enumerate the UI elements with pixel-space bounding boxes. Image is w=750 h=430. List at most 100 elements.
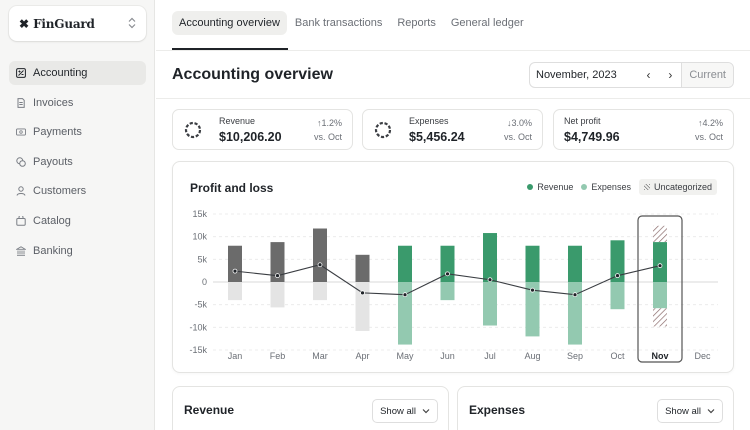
- legend-item-expenses[interactable]: Expenses: [581, 182, 631, 192]
- revenue-bar: [440, 245, 455, 282]
- expenses-show-all-dropdown[interactable]: Show all: [657, 399, 723, 423]
- payout-icon: [16, 157, 26, 167]
- stat-comparison: vs. Oct: [694, 132, 723, 142]
- x-tick-label: Sep: [567, 351, 583, 361]
- expenses-bar: [525, 282, 540, 337]
- expenses-bar: [483, 282, 497, 326]
- stat-change: ↓3.0%: [506, 118, 532, 128]
- card-title: Expenses: [469, 403, 526, 417]
- expenses-bar: [568, 282, 582, 345]
- chevron-down-icon: [707, 406, 715, 416]
- x-tick-label: Jul: [484, 351, 496, 361]
- next-month-button[interactable]: ›: [668, 68, 673, 82]
- tab-bank-transactions[interactable]: Bank transactions: [294, 17, 383, 29]
- profit-loss-card: Profit and loss Revenue Expenses Uncateg…: [172, 161, 734, 373]
- y-tick-label: 5k: [197, 254, 207, 264]
- x-tick-label: Dec: [694, 351, 711, 361]
- revenue-bar: [313, 228, 327, 282]
- progress-ring-icon: [374, 121, 392, 139]
- sidebar-nav: Accounting Invoices Payments Payouts Cus…: [9, 61, 146, 268]
- expenses-bar: [398, 282, 412, 345]
- stat-card-expenses[interactable]: Expenses $5,456.24 ↓3.0% vs. Oct: [362, 109, 543, 150]
- x-tick-label: Feb: [270, 351, 286, 361]
- sidebar-item-customers[interactable]: Customers: [9, 179, 146, 203]
- legend-item-uncategorized[interactable]: Uncategorized: [638, 179, 717, 195]
- sidebar-item-label: Catalog: [33, 214, 71, 227]
- hatch-swatch-icon: [643, 184, 650, 190]
- y-tick-label: -5k: [194, 300, 207, 310]
- x-tick-label: Aug: [524, 351, 540, 361]
- x-tick-label: Mar: [312, 351, 328, 361]
- tab-reports[interactable]: Reports: [397, 17, 436, 29]
- legend-item-revenue[interactable]: Revenue: [527, 182, 573, 192]
- card-title: Profit and loss: [190, 181, 274, 195]
- sidebar-item-payouts[interactable]: Payouts: [9, 150, 146, 174]
- net-point: [232, 268, 238, 274]
- x-tick-label: May: [396, 351, 414, 361]
- x-tick-label: Jan: [228, 351, 243, 361]
- revenue-bar: [568, 245, 582, 282]
- revenue-bar: [653, 242, 667, 282]
- month-picker-value[interactable]: November, 2023: [536, 69, 617, 81]
- uncategorized-bar: [653, 225, 667, 243]
- y-tick-label: -10k: [189, 322, 207, 332]
- sidebar-item-label: Banking: [33, 244, 73, 257]
- y-tick-label: 10k: [192, 232, 207, 242]
- chevron-up-down-icon: [128, 17, 136, 31]
- x-tick-label: Oct: [610, 351, 625, 361]
- uncategorized-bar: [653, 308, 667, 327]
- tab-accounting-overview[interactable]: Accounting overview: [172, 11, 287, 35]
- sidebar-item-payments[interactable]: Payments: [9, 120, 146, 144]
- net-point: [360, 290, 365, 296]
- sidebar-item-label: Accounting: [33, 67, 88, 79]
- bank-icon: [16, 245, 26, 256]
- sidebar-item-invoices[interactable]: Invoices: [9, 91, 146, 115]
- dropdown-label: Show all: [665, 405, 701, 417]
- y-tick-label: -15k: [189, 345, 207, 355]
- workspace-switcher[interactable]: ✖ FinGuard: [9, 6, 146, 41]
- revenue-bar: [398, 245, 412, 282]
- stat-label: Net profit: [564, 116, 601, 126]
- revenue-bar: [355, 254, 370, 282]
- tab-general-ledger[interactable]: General ledger: [450, 17, 524, 29]
- sidebar-item-label: Payments: [33, 126, 82, 139]
- stat-value: $5,456.24: [409, 130, 465, 144]
- legend-swatch: [581, 184, 588, 190]
- revenue-bar: [270, 242, 285, 282]
- x-tick-label: Nov: [651, 351, 668, 361]
- revenue-show-all-dropdown[interactable]: Show all: [372, 399, 438, 423]
- month-picker: November, 2023 ‹ › Current: [529, 62, 734, 88]
- legend-label: Expenses: [591, 182, 631, 192]
- progress-ring-icon: [184, 121, 202, 139]
- stat-change: ↑1.2%: [316, 118, 342, 128]
- legend-label: Revenue: [537, 182, 574, 192]
- stat-change: ↑4.2%: [697, 118, 723, 128]
- current-month-button[interactable]: Current: [681, 63, 733, 87]
- revenue-bar: [610, 240, 625, 282]
- profit-loss-chart: 15k 10k 5k 0 -5k -10k -15k Jan Feb Mar Apr May Jun Ju…: [189, 209, 718, 363]
- x-tick-label: Apr: [355, 351, 369, 361]
- sidebar-item-accounting[interactable]: Accounting: [9, 61, 146, 85]
- net-point: [615, 273, 620, 279]
- stat-value: $4,749.96: [564, 130, 620, 144]
- x-tick-label: Jun: [440, 351, 455, 361]
- divider: [156, 98, 750, 99]
- expenses-bar: [610, 282, 625, 310]
- page-title: Accounting overview: [172, 66, 333, 83]
- sidebar-item-catalog[interactable]: Catalog: [9, 209, 146, 233]
- net-point: [530, 287, 535, 293]
- stat-comparison: vs. Oct: [503, 132, 532, 142]
- sidebar-item-banking[interactable]: Banking: [9, 239, 146, 263]
- chevron-down-icon: [422, 406, 430, 416]
- previous-month-button[interactable]: ‹: [646, 68, 651, 82]
- stat-card-revenue[interactable]: Revenue $10,206.20 ↑1.2% vs. Oct: [172, 109, 353, 150]
- net-point: [572, 292, 578, 298]
- brand-logo-icon: ✖: [19, 16, 30, 31]
- stat-value: $10,206.20: [219, 130, 282, 144]
- stat-label: Revenue: [219, 116, 256, 126]
- divider: [156, 50, 750, 51]
- accounting-icon: [16, 68, 26, 78]
- dropdown-label: Show all: [380, 405, 416, 417]
- active-tab-indicator: [172, 48, 288, 50]
- stat-card-net-profit[interactable]: Net profit $4,749.96 ↑4.2% vs. Oct: [553, 109, 734, 150]
